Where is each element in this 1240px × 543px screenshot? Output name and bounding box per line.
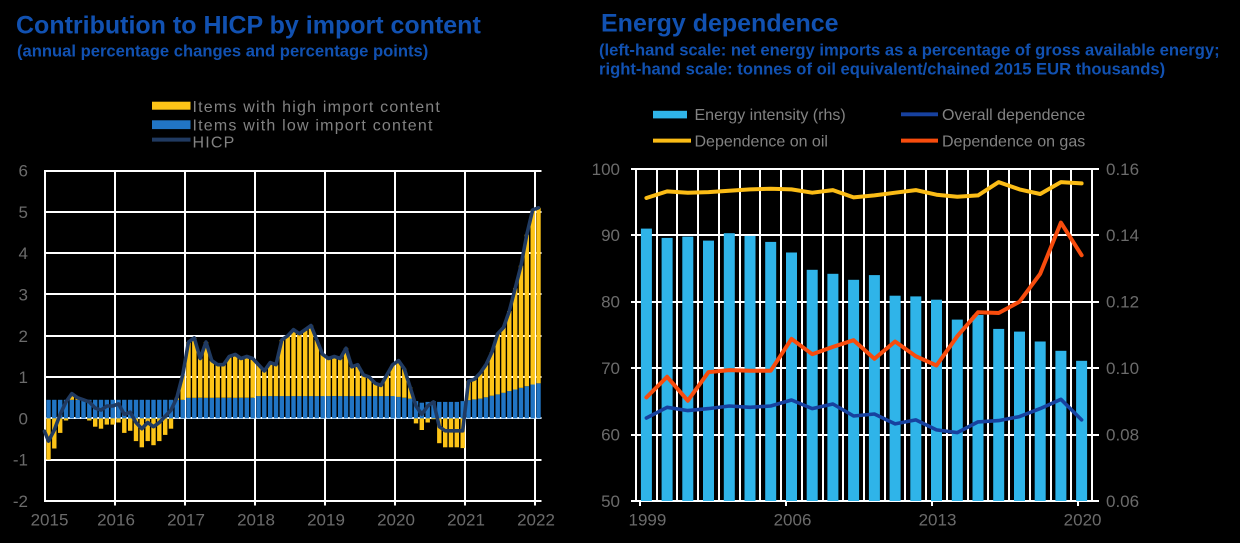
- svg-text:Dependence on gas: Dependence on gas: [942, 134, 1085, 151]
- svg-text:80: 80: [601, 293, 620, 312]
- svg-text:2015: 2015: [31, 511, 69, 530]
- svg-text:70: 70: [601, 359, 620, 378]
- svg-text:0.12: 0.12: [1106, 293, 1139, 312]
- svg-text:0.14: 0.14: [1106, 226, 1139, 245]
- svg-text:0.06: 0.06: [1106, 492, 1139, 511]
- svg-text:HICP: HICP: [193, 135, 236, 152]
- svg-text:1: 1: [19, 368, 28, 387]
- svg-text:(annual percentage changes and: (annual percentage changes and percentag…: [17, 42, 428, 61]
- svg-text:0.10: 0.10: [1106, 359, 1139, 378]
- svg-text:2021: 2021: [447, 511, 485, 530]
- svg-text:2: 2: [19, 327, 28, 346]
- svg-text:3: 3: [19, 286, 28, 305]
- svg-text:2018: 2018: [237, 511, 275, 530]
- svg-text:90: 90: [601, 226, 620, 245]
- svg-text:Dependence on oil: Dependence on oil: [695, 134, 828, 151]
- svg-text:Energy intensity (rhs): Energy intensity (rhs): [695, 107, 846, 124]
- svg-text:Items with low import content: Items with low import content: [193, 117, 434, 134]
- svg-text:2006: 2006: [774, 511, 812, 530]
- svg-text:Contribution to HICP by import: Contribution to HICP by import content: [16, 12, 481, 40]
- svg-text:0: 0: [19, 409, 28, 428]
- svg-text:2016: 2016: [97, 511, 135, 530]
- svg-text:100: 100: [592, 160, 620, 179]
- svg-text:Items with high import content: Items with high import content: [193, 99, 442, 116]
- svg-text:0.08: 0.08: [1106, 426, 1139, 445]
- svg-text:0.16: 0.16: [1106, 160, 1139, 179]
- svg-text:2017: 2017: [167, 511, 205, 530]
- svg-text:Energy dependence: Energy dependence: [601, 10, 839, 38]
- svg-text:6: 6: [19, 162, 28, 181]
- svg-text:4: 4: [19, 244, 28, 263]
- svg-text:2020: 2020: [1064, 511, 1102, 530]
- svg-text:right-hand scale: tonnes of oi: right-hand scale: tonnes of oil equivale…: [599, 60, 1165, 79]
- svg-text:-1: -1: [13, 451, 28, 470]
- svg-text:5: 5: [19, 203, 28, 222]
- svg-text:2019: 2019: [307, 511, 345, 530]
- svg-text:Overall dependence: Overall dependence: [942, 107, 1085, 124]
- svg-text:2020: 2020: [377, 511, 415, 530]
- svg-text:2013: 2013: [919, 511, 957, 530]
- svg-text:-2: -2: [13, 492, 28, 511]
- svg-text:50: 50: [601, 492, 620, 511]
- svg-text:(left-hand scale: net energy i: (left-hand scale: net energy imports as …: [599, 41, 1220, 60]
- svg-text:1999: 1999: [628, 511, 666, 530]
- svg-text:60: 60: [601, 426, 620, 445]
- svg-text:2022: 2022: [517, 511, 555, 530]
